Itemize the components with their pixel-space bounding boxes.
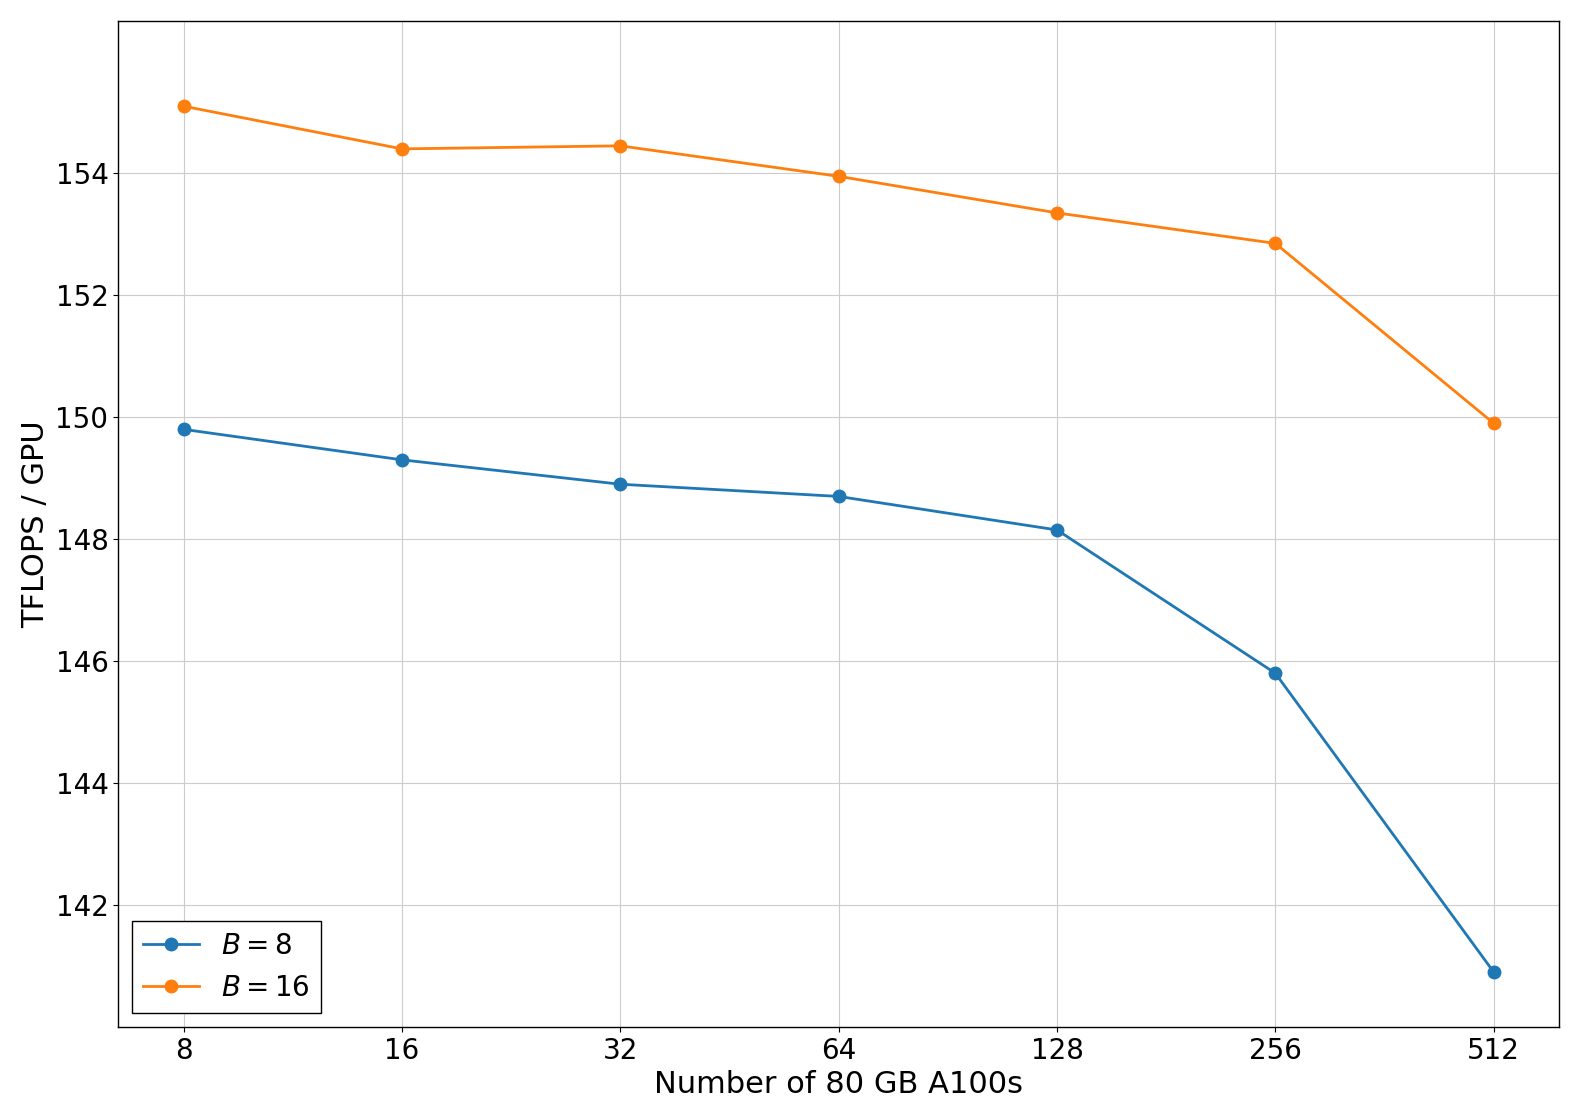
$B = 8$: [1484, 965, 1503, 979]
$B = 8$: [392, 454, 411, 467]
$B = 8$: [830, 489, 848, 503]
$B = 8$: [1048, 523, 1066, 536]
$B = 16$: [1484, 417, 1503, 430]
Line: $B = 8$: $B = 8$: [177, 423, 1499, 978]
$B = 16$: [392, 142, 411, 156]
$B = 16$: [830, 169, 848, 183]
X-axis label: Number of 80 GB A100s: Number of 80 GB A100s: [654, 1071, 1024, 1099]
$B = 16$: [611, 139, 630, 152]
$B = 16$: [1048, 206, 1066, 220]
Line: $B = 16$: $B = 16$: [177, 100, 1499, 429]
$B = 16$: [1266, 236, 1285, 250]
Y-axis label: TFLOPS / GPU: TFLOPS / GPU: [21, 420, 51, 627]
Legend: $B = 8$, $B = 16$: $B = 8$, $B = 16$: [133, 921, 321, 1012]
$B = 8$: [1266, 666, 1285, 680]
$B = 16$: [174, 100, 193, 113]
$B = 8$: [174, 422, 193, 436]
$B = 8$: [611, 477, 630, 491]
